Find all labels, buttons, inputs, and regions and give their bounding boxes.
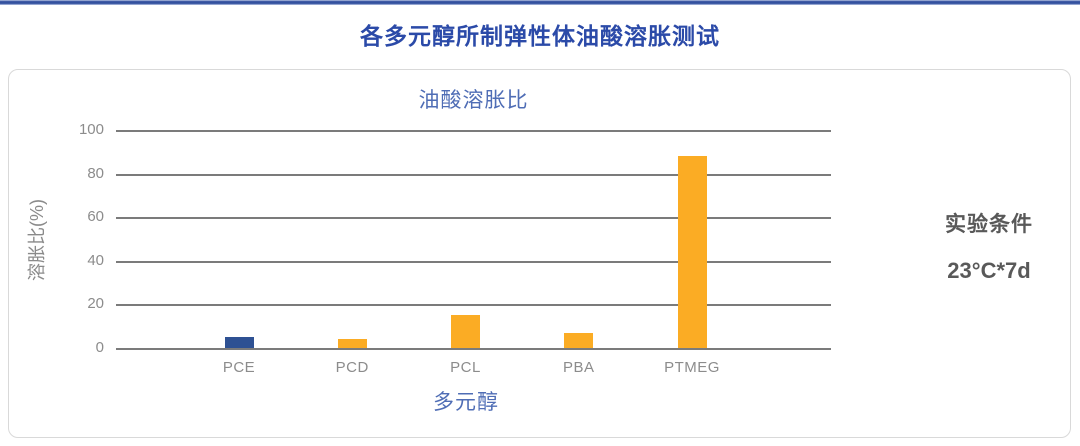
y-tick-label-0: 0 [95,339,104,356]
annotation-conditions-label: 实验条件 [945,213,1033,236]
x-tick-label-ptmeg: PTMEG [664,359,720,376]
page-title: 各多元醇所制弹性体油酸溶胀测试 [360,23,720,49]
y-axis-tick-labels: 0 20 40 60 80 100 [9,70,104,437]
x-tick-label-pba: PBA [562,359,595,376]
gridline-y-0 [116,348,831,350]
chart-title: 油酸溶胀比 [418,89,529,112]
gridline-y-40 [116,260,831,263]
x-tick-label-pcl: PCL [450,359,481,376]
gridline-y-100 [116,130,831,132]
y-tick-label-80: 80 [87,164,104,182]
gridline-y-60 [116,217,831,220]
bar-pba [564,332,594,348]
chart-container: 油酸溶胀比 溶胀比(%) 0 20 40 60 80 100 PCE PCD PCL PBA PT… [8,69,1071,438]
y-tick-label-20: 20 [87,295,104,313]
top-accent-line [0,0,1080,5]
gridline-y-20 [116,304,831,307]
y-tick-label-60: 60 [87,208,104,226]
annotation-conditions-value: 23°C*7d [947,258,1031,283]
plot-area [116,130,831,350]
experiment-conditions-annotation: 实验条件 23°C*7d [889,208,1080,284]
bar-pce [224,337,254,348]
bar-pcd [337,339,367,348]
y-tick-label-40: 40 [87,251,104,269]
x-tick-label-pce: PCE [222,359,256,376]
x-tick-label-pcd: PCD [335,359,369,376]
bar-pcl [451,315,480,348]
y-tick-label-100: 100 [78,121,104,138]
x-axis-title: 多元醇 [433,391,499,414]
x-axis-tick-labels: PCE PCD PCL PBA PTMEG [116,359,831,379]
gridline-y-80 [116,173,831,176]
bar-ptmeg [677,156,707,348]
